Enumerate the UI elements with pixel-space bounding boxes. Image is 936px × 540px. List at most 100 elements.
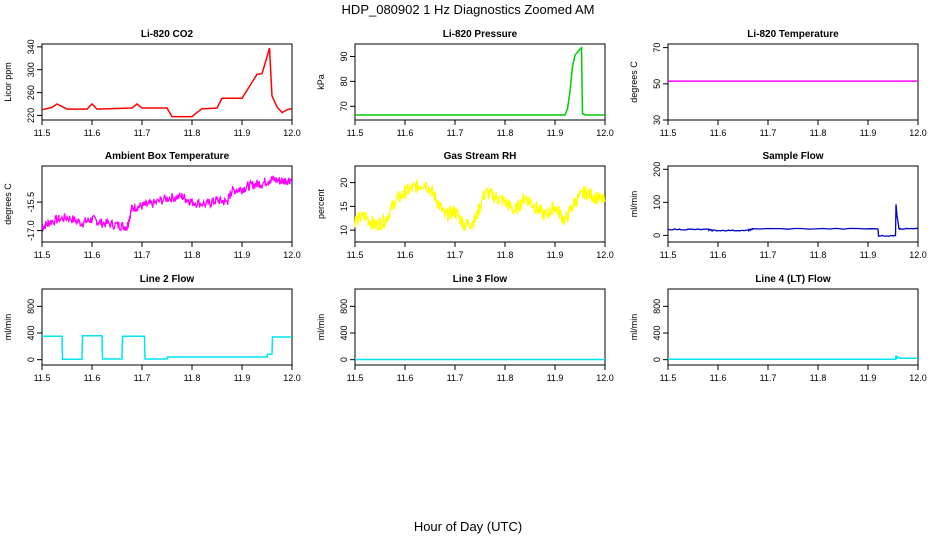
x-tick-label: 11.6 — [710, 128, 727, 138]
x-tick-label: 12.0 — [283, 128, 301, 138]
plot-frame — [41, 43, 293, 121]
panel-1: Li-820 CO2 11.5 11.6 11.7 11.8 11.9 12.0 220 260… — [3, 29, 301, 138]
series-line — [41, 175, 293, 233]
series-line — [355, 46, 605, 116]
y-tick-label: 340 — [26, 39, 36, 54]
y-tick-label: 400 — [652, 325, 662, 340]
x-tick-label: 11.5 — [347, 128, 364, 138]
x-tick-label: 11.5 — [34, 250, 51, 260]
series-line — [667, 204, 919, 238]
x-tick-label: 11.9 — [547, 250, 564, 260]
y-axis-label: degrees C — [3, 183, 13, 225]
y-axis-label: ml/min — [3, 314, 13, 341]
x-tick-label: 11.5 — [660, 250, 677, 260]
x-tick-label: 11.7 — [134, 128, 151, 138]
x-tick-label: 11.6 — [710, 250, 727, 260]
x-tick-label: 11.9 — [547, 128, 564, 138]
y-tick-label: 20 — [339, 178, 349, 188]
x-tick-label: 12.0 — [909, 128, 927, 138]
series-line — [668, 355, 918, 361]
x-tick-label: 11.9 — [860, 373, 877, 383]
x-tick-label: 11.7 — [760, 250, 777, 260]
y-tick-label: 15 — [339, 201, 349, 211]
x-tick-label: 11.5 — [34, 373, 51, 383]
y-axis-label: kPa — [316, 74, 326, 90]
y-tick-label: -17.0 — [26, 220, 36, 241]
y-tick-label: 400 — [26, 325, 36, 340]
y-tick-label: 0 — [26, 357, 36, 362]
y-tick-label: 0 — [652, 357, 662, 362]
panel-2: Li-820 Pressure 11.5 11.6 11.7 11.8 11.9 12.0 7… — [316, 29, 614, 138]
x-tick-label: 12.0 — [596, 250, 614, 260]
y-tick-label: 0 — [652, 233, 662, 238]
panel-title: Line 4 (LT) Flow — [755, 274, 831, 285]
x-tick-label: 11.6 — [397, 250, 414, 260]
x-tick-label: 12.0 — [596, 373, 614, 383]
y-tick-label: 260 — [26, 85, 36, 100]
panel-8: Line 3 Flow 11.5 11.6 11.7 11.8 11.9 12.0 0 400 8… — [316, 274, 614, 383]
x-tick-label: 11.6 — [84, 128, 101, 138]
plot-frame — [667, 43, 919, 121]
panel-5: Gas Stream RH 11.5 11.6 11.7 11.8 11.9 12.0 10 1… — [316, 151, 614, 260]
x-tick-label: 11.8 — [497, 373, 514, 383]
y-tick-label: 300 — [26, 62, 36, 77]
plot-frame — [354, 43, 606, 121]
panel-title: Line 3 Flow — [453, 274, 508, 285]
x-tick-label: 11.8 — [184, 128, 201, 138]
x-tick-label: 11.7 — [134, 373, 151, 383]
y-tick-label: 70 — [652, 43, 662, 53]
y-tick-label: 800 — [26, 299, 36, 314]
x-tick-label: 11.8 — [497, 250, 514, 260]
plot-frame — [667, 288, 919, 366]
x-tick-label: 11.9 — [234, 250, 251, 260]
x-tick-label: 11.6 — [710, 373, 727, 383]
plot-frame — [667, 165, 919, 243]
x-tick-label: 11.5 — [660, 373, 677, 383]
x-tick-label: 11.6 — [84, 250, 101, 260]
y-tick-label: 50 — [652, 79, 662, 89]
panel-4: Ambient Box Temperature 11.5 11.6 11.7 11.8 1… — [3, 151, 301, 260]
series-line — [354, 179, 606, 232]
y-tick-label: 800 — [339, 299, 349, 314]
figure-x-axis-label: Hour of Day (UTC) — [413, 519, 523, 534]
y-axis-label: ml/min — [629, 314, 639, 341]
panel-title: Li-820 CO2 — [141, 29, 194, 40]
x-tick-label: 11.6 — [397, 128, 414, 138]
y-axis-label: percent — [316, 188, 326, 219]
x-tick-label: 11.5 — [34, 128, 51, 138]
y-tick-label: 70 — [339, 101, 349, 111]
y-tick-label: 80 — [339, 76, 349, 86]
x-tick-label: 11.7 — [447, 373, 464, 383]
x-tick-label: 11.9 — [860, 250, 877, 260]
y-tick-label: 200 — [652, 162, 662, 177]
y-axis-label: degrees C — [629, 61, 639, 103]
y-axis-label: Licor ppm — [3, 62, 13, 102]
panel-title: Li-820 Pressure — [443, 29, 518, 40]
x-tick-label: 11.8 — [810, 373, 827, 383]
x-tick-label: 12.0 — [283, 250, 301, 260]
panel-title: Line 2 Flow — [140, 274, 195, 285]
x-tick-label: 11.6 — [397, 373, 414, 383]
x-tick-label: 12.0 — [909, 250, 927, 260]
x-tick-label: 12.0 — [596, 128, 614, 138]
x-tick-label: 11.7 — [760, 373, 777, 383]
x-tick-label: 11.8 — [184, 373, 201, 383]
panel-title: Ambient Box Temperature — [105, 151, 230, 162]
x-tick-label: 11.5 — [660, 128, 677, 138]
plot-frame — [41, 165, 293, 243]
panel-9: Line 4 (LT) Flow 11.5 11.6 11.7 11.8 11.9 12.0… — [629, 274, 927, 383]
y-tick-label: 0 — [339, 357, 349, 362]
y-tick-label: 100 — [652, 195, 662, 210]
x-tick-label: 11.9 — [234, 128, 251, 138]
x-tick-label: 12.0 — [283, 373, 301, 383]
panel-title: Li-820 Temperature — [747, 29, 839, 40]
y-tick-label: 800 — [652, 299, 662, 314]
panel-7: Line 2 Flow 11.5 11.6 11.7 11.8 11.9 12.0 0 400 8… — [3, 274, 301, 383]
y-tick-label: 30 — [652, 115, 662, 125]
x-tick-label: 11.9 — [547, 373, 564, 383]
x-tick-label: 11.5 — [347, 250, 364, 260]
y-tick-label: 10 — [339, 225, 349, 235]
plot-frame — [354, 288, 606, 366]
x-tick-label: 11.7 — [760, 128, 777, 138]
